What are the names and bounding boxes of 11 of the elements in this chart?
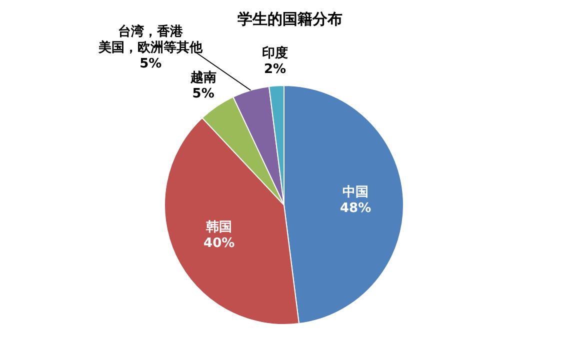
slice-label: 中国 [342, 184, 369, 200]
chart-title: 学生的国籍分布 [238, 10, 342, 28]
data-label: 5% [192, 86, 214, 102]
data-label: 2% [264, 62, 286, 78]
data-label: 48% [340, 200, 372, 216]
data-label: 5% [140, 56, 162, 72]
slice-label: 越南 [189, 70, 216, 86]
slice-label: 韩国 [205, 220, 232, 235]
slice-label: 印度 [262, 45, 288, 62]
data-label: 40% [204, 236, 235, 251]
slice-label: 台湾，香港美国，欧洲等其他 [98, 24, 204, 56]
